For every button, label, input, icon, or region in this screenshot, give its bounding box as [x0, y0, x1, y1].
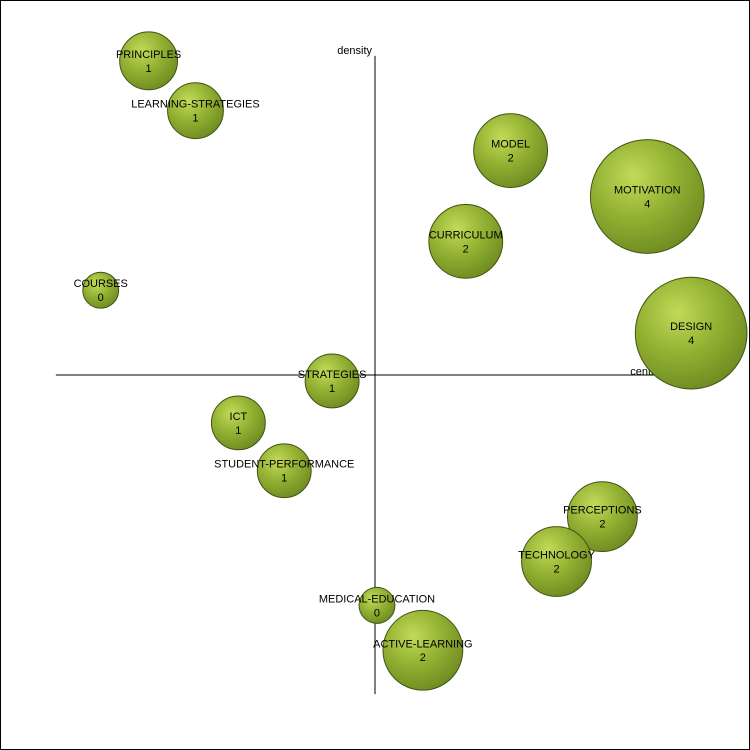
- bubble-label: CURRICULUM: [429, 229, 503, 241]
- bubble-label: ICT: [230, 411, 248, 423]
- bubble-circle-principles: [119, 31, 179, 91]
- bubble-active-learning: ACTIVE-LEARNING 2: [373, 609, 473, 691]
- bubble-circle-courses: [82, 271, 120, 309]
- bubble-design: DESIGN 4: [634, 276, 748, 390]
- bubble-principles: PRINCIPLES 1: [116, 31, 181, 91]
- bubble-circle-motivation: [589, 139, 705, 254]
- bubble-curriculum: CURRICULUM 2: [428, 203, 504, 279]
- bubble-value: 4: [688, 335, 694, 347]
- bubble-value: 1: [329, 383, 335, 395]
- bubble-value: 2: [599, 519, 605, 531]
- bubble-circle-model: [473, 113, 549, 188]
- bubble-label: DESIGN: [670, 321, 712, 333]
- bubble-value: 2: [420, 652, 426, 664]
- bubble-value: 2: [508, 153, 514, 165]
- bubble-strategies: STRATEGIES 1: [298, 353, 367, 409]
- bubble-value: 1: [235, 425, 241, 437]
- bubble-ict: ICT 1: [210, 395, 266, 451]
- bubble-label: PERCEPTIONS: [563, 505, 642, 517]
- bubble-value: 2: [553, 563, 559, 575]
- bubble-value: 0: [374, 607, 380, 619]
- y-axis-label: density: [337, 45, 372, 57]
- bubble-model: MODEL 2: [473, 113, 549, 188]
- bubble-circle-curriculum: [428, 203, 504, 279]
- bubble-value: 2: [463, 243, 469, 255]
- bubble-value: 1: [192, 113, 198, 125]
- bubble-value: 4: [644, 198, 650, 210]
- bubble-circle-active-learning: [382, 609, 464, 691]
- bubble-motivation: MOTIVATION 4: [589, 139, 705, 254]
- bubble-courses: COURSES 0: [74, 271, 128, 309]
- bubble-circle-strategies: [304, 353, 360, 409]
- bubble-learning-strategies: LEARNING-STRATEGIES 1: [131, 82, 260, 140]
- bubble-label: COURSES: [74, 278, 128, 290]
- bubble-circle-ict: [210, 395, 266, 451]
- bubble-label: ACTIVE-LEARNING: [373, 638, 472, 650]
- bubble-circle-perceptions: [566, 481, 638, 553]
- bubble-circle-technology: [521, 526, 592, 597]
- bubble-value: 1: [281, 473, 287, 485]
- bubble-circle-student-performance: [256, 443, 312, 499]
- bubble-circle-design: [634, 276, 748, 390]
- bubble-perceptions: PERCEPTIONS 2: [563, 481, 642, 553]
- bubble-circle-learning-strategies: [167, 82, 224, 140]
- bubble-label: LEARNING-STRATEGIES: [131, 99, 259, 111]
- bubble-label: STUDENT-PERFORMANCE: [214, 459, 354, 471]
- bubble-label: MOTIVATION: [614, 184, 681, 196]
- bubble-value: 1: [146, 63, 152, 75]
- bubble-label: PRINCIPLES: [116, 49, 181, 61]
- bubble-label: MODEL: [491, 139, 530, 151]
- bubble-circle-medical-education: [358, 586, 396, 624]
- bubble-student-performance: STUDENT-PERFORMANCE 1: [214, 443, 354, 499]
- bubble-value: 0: [98, 292, 104, 304]
- bubble-label: TECHNOLOGY: [518, 550, 595, 562]
- bubble-label: STRATEGIES: [298, 369, 367, 381]
- bubble-medical-education: MEDICAL-EDUCATION 0: [319, 586, 435, 624]
- bubble-label: MEDICAL-EDUCATION: [319, 593, 435, 605]
